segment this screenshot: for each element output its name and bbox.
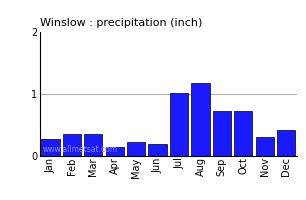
Bar (63, 134, 81, 156)
Bar (148, 144, 167, 156)
Bar (213, 111, 231, 156)
Bar (234, 111, 252, 156)
Text: www.allmetsat.com: www.allmetsat.com (42, 145, 118, 154)
Text: Winslow : precipitation (inch): Winslow : precipitation (inch) (40, 18, 202, 28)
Bar (277, 130, 295, 156)
Bar (170, 93, 188, 156)
Bar (191, 83, 210, 156)
Bar (127, 142, 145, 156)
Bar (84, 134, 103, 156)
Bar (41, 139, 60, 156)
Bar (256, 137, 274, 156)
Bar (106, 147, 124, 156)
